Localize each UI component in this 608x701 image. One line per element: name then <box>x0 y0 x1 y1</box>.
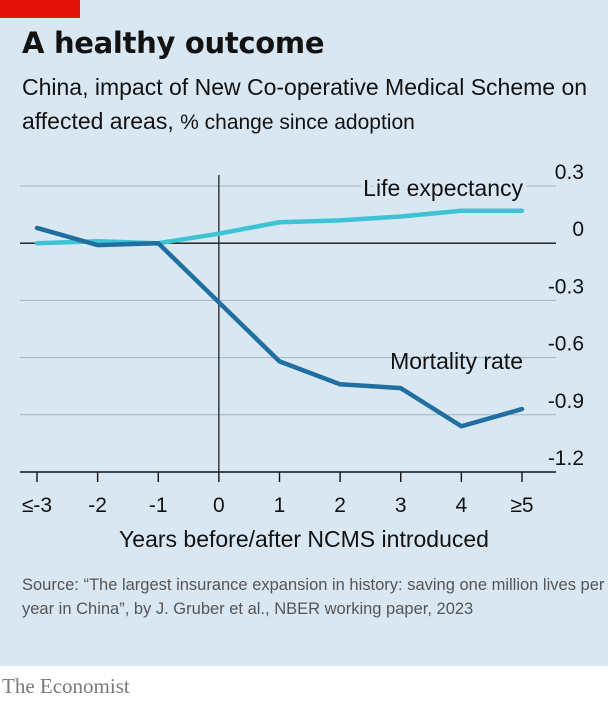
y-tick-label: 0 <box>572 218 584 241</box>
chart-panel <box>0 0 608 666</box>
y-tick-label: -0.3 <box>548 275 584 298</box>
series-lines <box>34 208 525 429</box>
mortality-rate-line <box>34 225 525 429</box>
brand-red-tag <box>0 0 80 18</box>
x-tick-label: 2 <box>334 494 346 517</box>
gridlines <box>20 185 556 416</box>
x-tick-label: 1 <box>274 494 286 517</box>
subtitle-main: China, impact of New Co-operative Medica… <box>22 74 588 134</box>
life-expectancy-line <box>34 208 525 246</box>
x-tick-label: 0 <box>213 494 225 517</box>
tick-and-series-labels: 0.3 0 -0.3 -0.6 -0.9 -1.2 ≤-3 -2 -1 0 1 2 3 4 ≥5 Life e… <box>22 161 584 517</box>
y-tick-label: 0.3 <box>555 161 584 184</box>
x-axis-label: Years before/after NCMS introduced <box>119 526 489 552</box>
chart-subtitle: China, impact of New Co-operative Medica… <box>22 70 592 140</box>
x-tick-label: 3 <box>395 494 407 517</box>
y-tick-label: -1.2 <box>548 447 584 470</box>
x-tick-label: 4 <box>456 494 468 517</box>
life-expectancy-label: Life expectancy <box>363 175 523 201</box>
x-tick-label: -1 <box>149 494 168 517</box>
subtitle-unit: % change since adoption <box>180 111 415 134</box>
y-tick-label: -0.9 <box>548 390 584 413</box>
x-tick-label: ≥5 <box>510 494 533 517</box>
x-tick-label: ≤-3 <box>22 494 52 517</box>
x-tick-label: -2 <box>88 494 107 517</box>
line-chart: 0.3 0 -0.3 -0.6 -0.9 -1.2 ≤-3 -2 -1 0 1 2 3 4 ≥5 Life e… <box>20 161 584 517</box>
y-tick-label: -0.6 <box>548 333 584 356</box>
source-note: Source: “The largest insurance expansion… <box>22 576 605 618</box>
mortality-rate-label: Mortality rate <box>390 348 523 374</box>
economist-wordmark: The Economist <box>2 674 130 698</box>
chart-title: A healthy outcome <box>22 26 325 60</box>
